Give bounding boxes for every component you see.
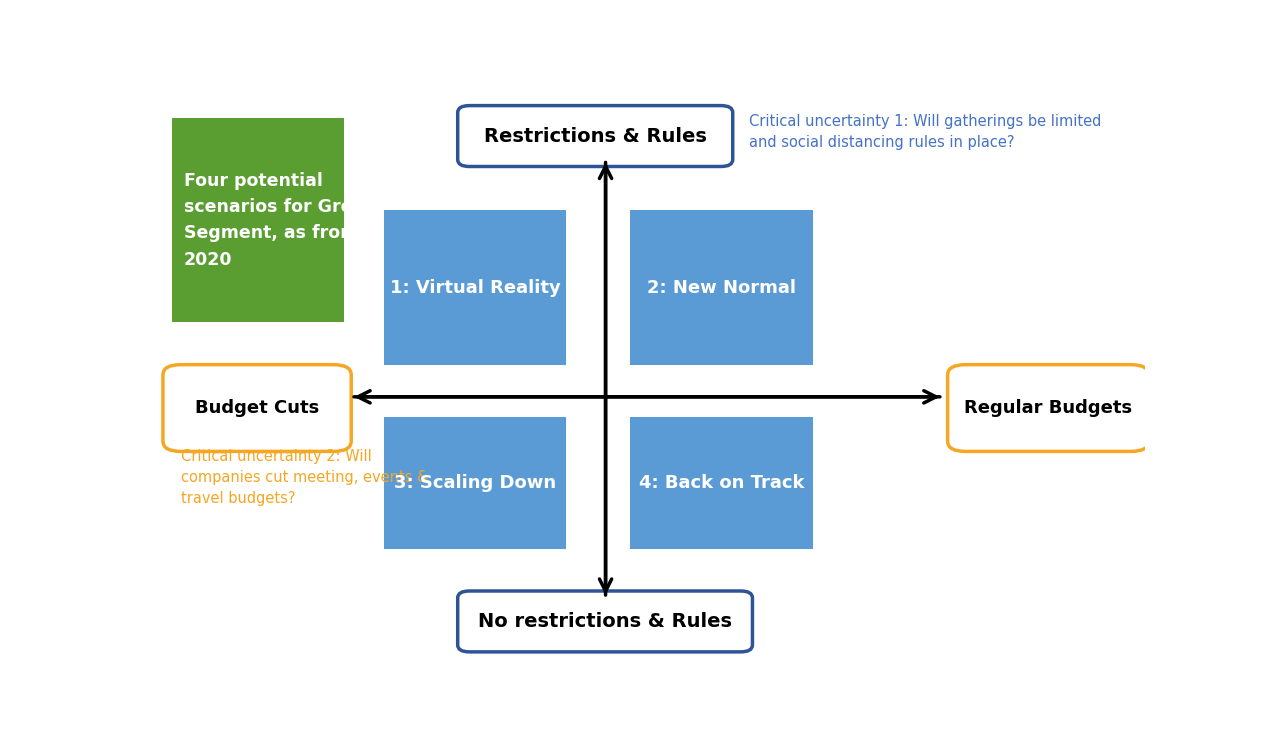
FancyBboxPatch shape xyxy=(948,365,1149,451)
Text: 2: New Normal: 2: New Normal xyxy=(647,279,796,297)
FancyBboxPatch shape xyxy=(458,591,753,652)
Text: Budget Cuts: Budget Cuts xyxy=(195,399,319,417)
Text: No restrictions & Rules: No restrictions & Rules xyxy=(478,612,733,631)
FancyBboxPatch shape xyxy=(384,210,566,366)
FancyBboxPatch shape xyxy=(163,365,351,451)
Text: Critical uncertainty 1: Will gatherings be limited
and social distancing rules i: Critical uncertainty 1: Will gatherings … xyxy=(748,113,1100,150)
FancyBboxPatch shape xyxy=(172,118,345,322)
Text: 3: Scaling Down: 3: Scaling Down xyxy=(394,474,556,492)
Text: Regular Budgets: Regular Budgets xyxy=(964,399,1132,417)
FancyBboxPatch shape xyxy=(630,417,813,549)
Text: 1: Virtual Reality: 1: Virtual Reality xyxy=(389,279,561,297)
Text: Four potential
scenarios for Group
Segment, as from
2020: Four potential scenarios for Group Segme… xyxy=(183,172,377,269)
FancyBboxPatch shape xyxy=(630,210,813,366)
Text: 4: Back on Track: 4: Back on Track xyxy=(639,474,804,492)
Text: Restrictions & Rules: Restrictions & Rules xyxy=(483,127,707,145)
FancyBboxPatch shape xyxy=(384,417,566,549)
FancyBboxPatch shape xyxy=(458,106,733,166)
Text: Critical uncertainty 2: Will
companies cut meeting, events &
travel budgets?: Critical uncertainty 2: Will companies c… xyxy=(181,448,429,506)
